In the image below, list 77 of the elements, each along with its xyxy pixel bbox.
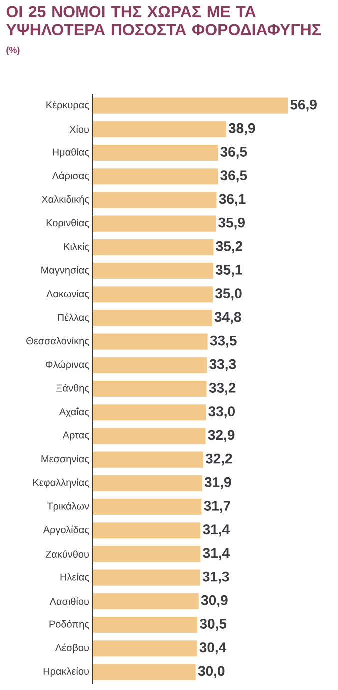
data-label: 31,4 <box>203 524 230 537</box>
data-label: 35,9 <box>218 218 245 230</box>
y-tick-label: Κιλκίς <box>64 242 90 252</box>
bar <box>93 475 202 492</box>
bar <box>93 262 214 280</box>
bar <box>93 334 208 350</box>
bar <box>93 522 201 539</box>
y-tick-label: Ηρακλείου <box>44 667 89 678</box>
data-label: 35,2 <box>216 241 243 254</box>
y-tick-label: Χίου <box>70 126 89 134</box>
y-tick-label: Ξάνθης <box>56 384 90 394</box>
data-label: 36,1 <box>219 194 246 206</box>
y-tick-label: Ζακύνθου <box>46 550 89 558</box>
y-tick-label: Λέσβου <box>55 644 89 654</box>
bar <box>93 452 204 468</box>
y-tick-label: Χαλκιδικής <box>42 195 90 206</box>
data-label: 34,8 <box>214 312 242 324</box>
data-label: 36,5 <box>220 147 248 159</box>
y-tick-label: Φλώρινας <box>46 360 90 370</box>
y-tick-label: Αρτας <box>62 432 90 441</box>
data-label: 35,1 <box>216 265 242 277</box>
bar <box>93 664 196 680</box>
chart-title: ΟΙ 25 ΝΟΜΟΙ ΤΗΣ ΧΩΡΑΣ ΜΕ ΤΑ ΥΨΗΛΟΤΕΡΑ ΠΟΣΟΣΤΑ ΦΟΡΟΔΙΑΦΥΓΗΣ <box>6 6 322 36</box>
y-tick-label: Θεσσαλονίκης <box>26 337 90 347</box>
data-label: 31,4 <box>203 548 230 560</box>
y-tick-label: Αχαΐας <box>59 408 90 418</box>
data-label: 32,2 <box>206 454 232 466</box>
bar <box>93 404 206 421</box>
y-tick-label: Ημαθίας <box>53 148 90 158</box>
y-tick-label: Τρικάλων <box>47 502 90 512</box>
bar <box>93 546 201 562</box>
bar <box>93 286 213 303</box>
data-label: 30,5 <box>200 619 227 631</box>
bar <box>93 640 198 657</box>
bar <box>93 616 198 634</box>
data-label: 31,7 <box>204 501 230 513</box>
data-label: 30,0 <box>198 666 225 678</box>
y-tick-label: Μεσσηνίας <box>42 455 90 465</box>
y-tick-label: Ηλείας <box>60 573 90 582</box>
y-tick-label: Κεφαλληνίας <box>34 478 90 488</box>
bar <box>93 570 200 586</box>
data-label: 31,3 <box>202 572 230 584</box>
data-label: 30,4 <box>200 642 227 655</box>
bar <box>93 121 226 138</box>
data-label: 33,3 <box>210 359 236 372</box>
bar <box>93 357 208 374</box>
y-tick-label: Λασιθίου <box>50 598 89 606</box>
bar <box>93 380 207 398</box>
y-tick-label: Μαγνησίας <box>42 266 90 276</box>
data-label: 36,5 <box>220 170 248 183</box>
y-tick-label: Λακωνίας <box>46 290 90 300</box>
data-label: 35,0 <box>215 288 242 301</box>
bar <box>93 593 199 610</box>
bar <box>93 239 214 256</box>
y-tick-label: Αργολίδας <box>43 526 90 536</box>
y-tick-label: Λάρισας <box>52 172 90 182</box>
text: (%) <box>6 46 20 56</box>
data-label: 33,2 <box>209 383 236 395</box>
data-label: 38,9 <box>228 123 256 136</box>
data-label: 56,9 <box>290 100 317 112</box>
bar <box>93 310 212 326</box>
y-tick-label: Πέλλας <box>58 314 90 323</box>
bar <box>93 216 216 232</box>
bar <box>93 498 202 516</box>
bar <box>93 428 206 444</box>
y-tick-label: Ροδόπης <box>50 620 90 630</box>
bar <box>93 144 218 162</box>
data-label: 32,9 <box>208 430 235 442</box>
bar <box>93 192 217 208</box>
bar <box>93 168 218 185</box>
data-label: 33,0 <box>208 406 235 419</box>
y-tick-label: Κέρκυρας <box>46 101 90 111</box>
y-tick-label: Κορινθίας <box>46 219 90 229</box>
data-label: 31,9 <box>204 477 232 490</box>
data-label: 30,9 <box>201 595 228 608</box>
bar <box>93 98 288 114</box>
data-label: 33,5 <box>210 336 237 348</box>
